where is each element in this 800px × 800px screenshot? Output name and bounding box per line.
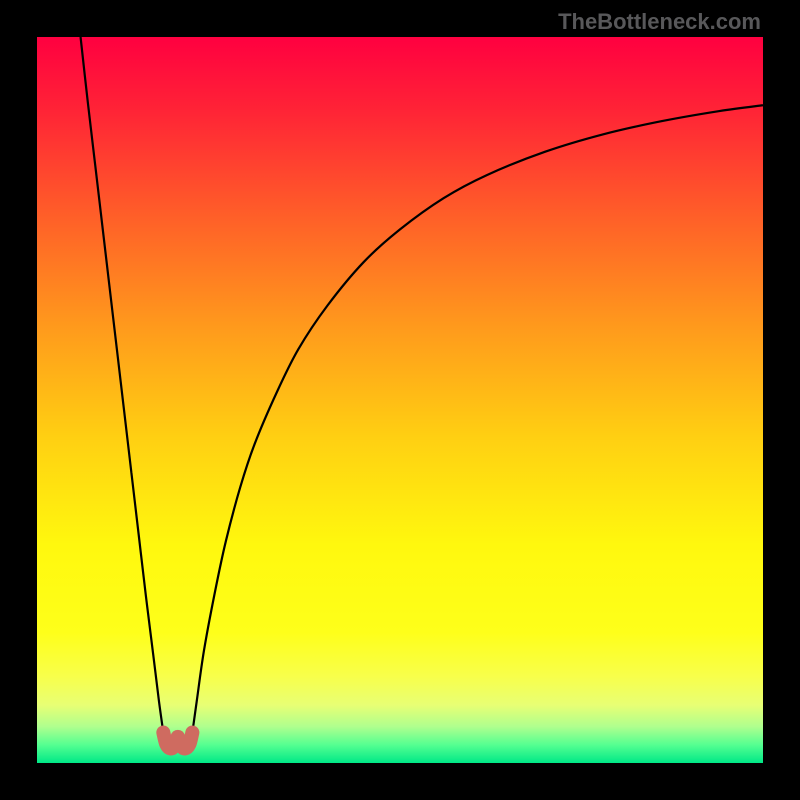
plot-area: TheBottleneck.com — [37, 37, 763, 763]
curve-valley — [163, 733, 192, 749]
plot-svg — [37, 37, 763, 763]
gradient-background — [37, 37, 763, 763]
watermark-text: TheBottleneck.com — [558, 9, 763, 37]
chart-container: TheBottleneck.com — [0, 0, 800, 800]
